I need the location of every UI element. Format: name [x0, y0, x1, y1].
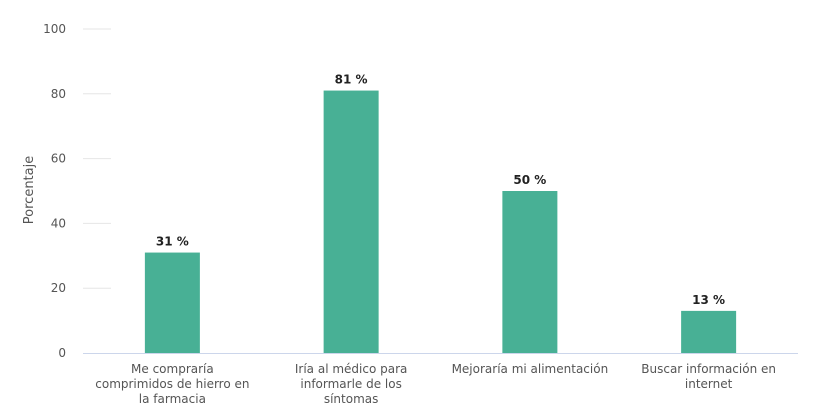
category-label: Mejoraría mi alimentación [452, 362, 609, 376]
y-tick-label: 20 [51, 281, 66, 295]
bar [681, 310, 737, 353]
y-tick-label: 40 [51, 216, 66, 230]
bar [323, 90, 379, 353]
y-tick-label: 60 [51, 152, 66, 166]
category-label: Me compraría comprimidos de hierro en la f… [95, 362, 249, 406]
bars [144, 90, 737, 353]
x-axis-categories: Me compraría comprimidos de hierro en la f… [95, 362, 776, 406]
data-label: 31 % [156, 235, 189, 249]
data-label: 50 % [513, 173, 546, 187]
y-tick-label: 0 [58, 346, 66, 360]
category-label-line: síntomas [324, 392, 379, 406]
y-axis-ticks: 0 20 40 60 80 100 [43, 22, 66, 360]
category-label-line: comprimidos de hierro en [95, 377, 249, 391]
bar [144, 252, 200, 353]
category-label-line: Me compraría [131, 362, 214, 376]
category-label-line: informarle de los [300, 377, 401, 391]
category-label-line: Iría al médico para [295, 362, 408, 376]
y-axis-label: Porcentaje [22, 156, 37, 224]
data-labels: 31 % 81 % 50 % 13 % [156, 73, 725, 307]
y-tick-label: 80 [51, 87, 66, 101]
bar [502, 191, 558, 353]
category-label-line: Buscar información en [641, 362, 776, 376]
data-label: 81 % [335, 73, 368, 87]
category-label: Iría al médico para informarle de los sínt… [295, 362, 408, 406]
data-label: 13 % [692, 293, 725, 307]
category-label: Buscar información en internet [641, 362, 776, 391]
y-tick-label: 100 [43, 22, 66, 36]
gridlines [83, 28, 111, 289]
category-label-line: internet [685, 377, 733, 391]
category-label-line: la farmacia [139, 392, 206, 406]
category-label-line: Mejoraría mi alimentación [452, 362, 609, 376]
